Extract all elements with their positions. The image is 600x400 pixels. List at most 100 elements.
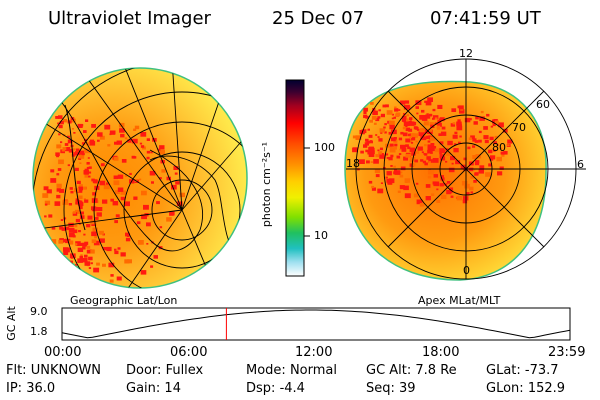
aurora-speckle [68,240,74,245]
aurora-speckle [99,135,105,140]
aurora-speckle [56,144,62,149]
aurora-speckle [43,186,49,191]
aurora-speckle [456,121,462,126]
aurora-speckle [379,147,383,151]
aurora-speckle [386,179,391,183]
aurora-speckle [417,146,423,151]
aurora-speckle [416,199,423,205]
aurora-speckle [50,178,57,183]
aurora-speckle [474,161,480,166]
aurora-speckle [75,241,81,246]
aurora-speckle [94,236,98,239]
aurora-speckle [91,231,97,237]
aurora-speckle [137,240,144,245]
aurora-speckle [402,126,407,130]
aurora-speckle [429,122,434,126]
aurora-speckle [393,116,396,119]
aurora-speckle [432,159,437,163]
aurora-speckle [458,105,464,110]
left-panel-caption: Geographic Lat/Lon [70,294,178,307]
aurora-speckle [493,141,497,145]
aurora-speckle [104,124,111,130]
aurora-speckle [403,156,409,161]
aurora-speckle [84,285,91,288]
aurora-speckle [432,117,435,120]
aurora-speckle [411,163,416,167]
aurora-speckle [139,142,143,145]
aurora-speckle [469,118,472,121]
aurora-speckle [100,163,105,167]
aurora-speckle [436,127,441,130]
aurora-speckle [421,151,424,154]
aurora-speckle [114,250,119,255]
aurora-speckle [427,140,431,143]
aurora-speckle [139,178,142,181]
aurora-speckle [453,143,457,146]
aurora-speckle [84,138,88,142]
aurora-speckle [441,194,447,199]
aurora-speckle [365,115,369,119]
aurora-speckle [428,159,433,163]
aurora-speckle [58,115,63,119]
aurora-speckle [113,175,118,180]
aurora-speckle [475,116,479,120]
aurora-speckle [97,139,100,142]
aurora-speckle [72,128,74,130]
aurora-speckle [424,100,427,103]
aurora-speckle [124,137,128,140]
aurora-speckle [88,175,91,178]
aurora-speckle [439,148,445,153]
aurora-speckle [446,181,451,184]
aurora-speckle [464,183,470,189]
aurora-speckle [420,159,424,162]
aurora-speckle [377,149,380,152]
aurora-speckle [401,118,406,122]
mlt-label-0: 0 [463,264,470,277]
aurora-speckle [405,127,410,132]
aurora-speckle [439,117,445,122]
aurora-speckle [56,154,60,158]
aurora-speckle [389,143,394,147]
aurora-speckle [449,180,453,183]
aurora-speckle [72,212,78,216]
aurora-speckle [82,186,87,190]
aurora-speckle [46,189,52,194]
aurora-speckle [375,174,380,178]
aurora-speckle [381,153,384,155]
aurora-speckle [92,227,98,232]
aurora-speckle [401,115,407,120]
aurora-speckle [451,108,457,112]
aurora-speckle [82,257,88,262]
aurora-speckle [429,113,433,117]
aurora-speckle [84,199,89,203]
aurora-speckle [80,211,84,215]
aurora-speckle [474,172,479,176]
aurora-speckle [57,168,62,171]
lat-label-60: 60 [536,98,550,111]
aurora-speckle [109,279,114,283]
aurora-speckle [384,123,387,126]
aurora-speckle [419,128,425,133]
aurora-speckle [58,124,63,129]
aurora-speckle [48,214,53,218]
aurora-speckle [425,196,431,201]
aurora-speckle [85,142,90,146]
gain-label: Gain: 14 [126,381,181,396]
aurora-speckle [161,169,166,173]
aurora-speckle [494,135,498,139]
aurora-speckle [483,126,488,130]
aurora-speckle [102,247,107,251]
aurora-speckle [87,215,93,220]
aurora-speckle [428,135,431,138]
aurora-speckle [385,176,388,179]
aurora-speckle [499,166,504,170]
flight-label: Flt: UNKNOWN [6,363,102,378]
aurora-speckle [400,166,406,171]
gc-alt-label: GC Alt: 7.8 Re [366,363,457,378]
dsp-label: Dsp: -4.4 [246,381,305,396]
glon-value: 152.9 [527,381,566,396]
aurora-speckle [84,148,90,154]
aurora-speckle [56,183,62,188]
aurora-speckle [75,202,79,205]
aurora-speckle [125,237,131,242]
